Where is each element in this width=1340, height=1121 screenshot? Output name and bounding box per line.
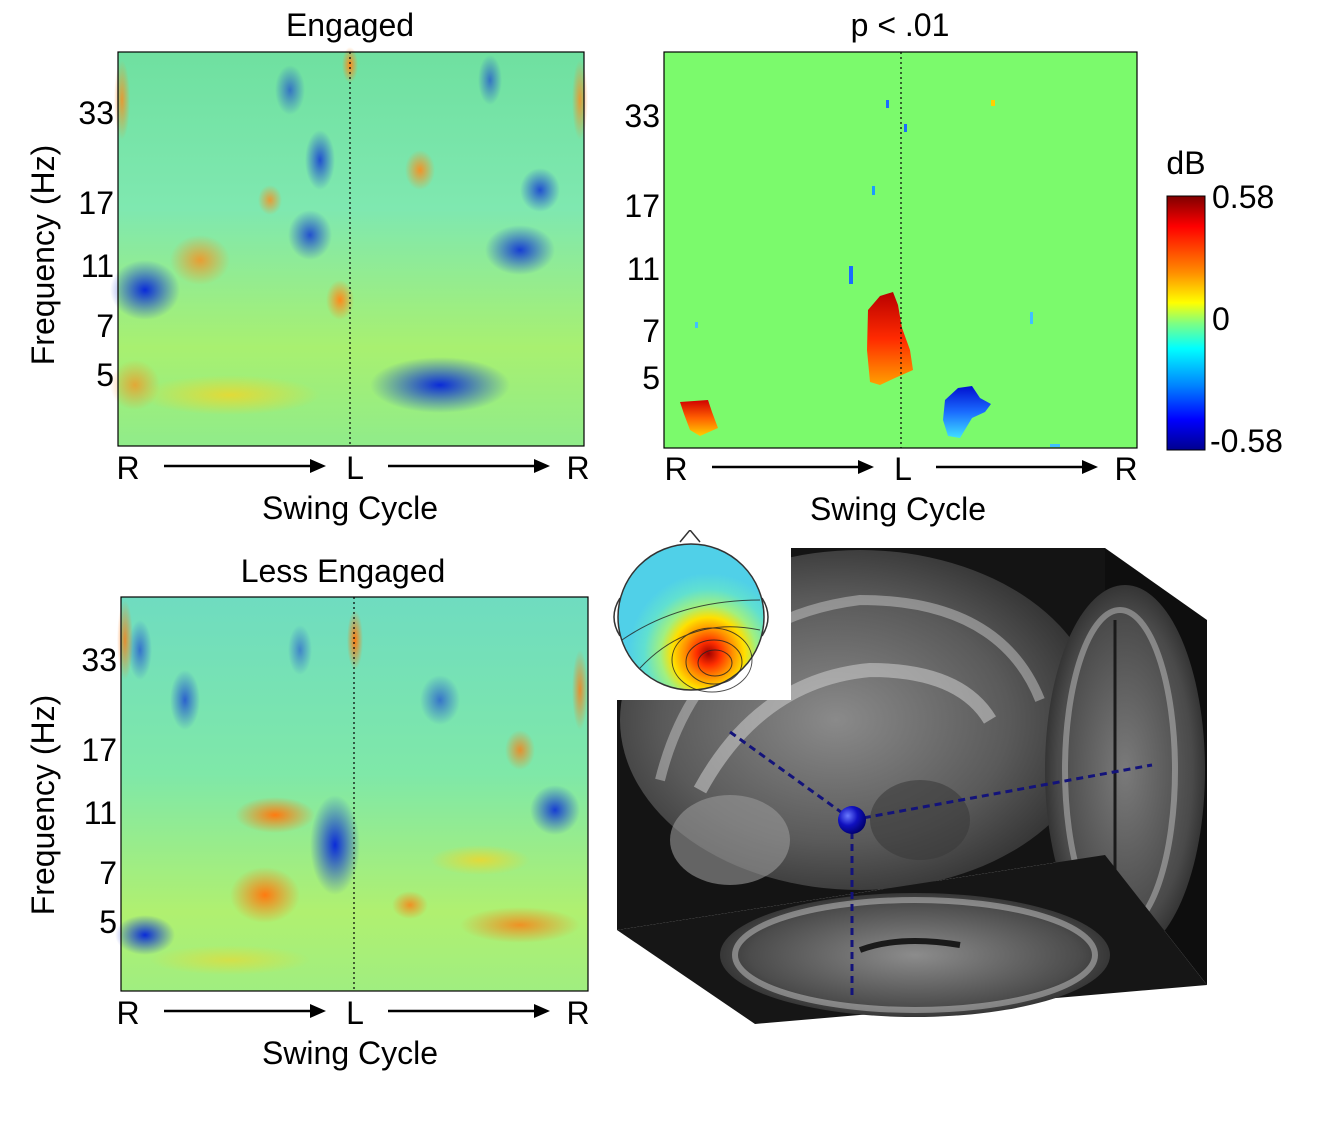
chart-less-engaged: Less Engaged Frequency (Hz) 33 17 11 7 5…	[25, 553, 590, 1071]
y-tick-label: 11	[84, 795, 117, 831]
y-tick-label: 7	[642, 313, 660, 349]
x-tick-label: R	[566, 995, 589, 1031]
chart-significance: p < .01 33 17 11 7 5 R L R Swing Cycle d…	[624, 7, 1283, 527]
colorbar-min: -0.58	[1210, 423, 1283, 459]
x-tick-label: L	[894, 451, 912, 487]
y-tick-label: 33	[78, 95, 114, 131]
y-axis-label: Frequency (Hz)	[25, 695, 61, 916]
scalp-topography-icon	[613, 530, 769, 693]
arrow-icon	[164, 459, 550, 473]
y-tick-label: 17	[624, 188, 660, 224]
brain-panel	[610, 530, 1207, 1024]
x-tick-label: R	[116, 450, 139, 486]
chart-title: Less Engaged	[241, 553, 446, 589]
y-tick-label: 17	[78, 185, 114, 221]
x-tick-label: R	[1114, 451, 1137, 487]
y-tick-label: 7	[96, 308, 114, 344]
y-tick-label: 7	[99, 855, 117, 891]
x-tick-label: R	[664, 451, 687, 487]
chart-engaged: Engaged Frequency (Hz) 33 17 11 7 5 R L …	[25, 7, 590, 526]
x-axis-label: Swing Cycle	[262, 490, 438, 526]
y-tick-label: 5	[99, 904, 117, 940]
dipole-marker	[838, 806, 866, 834]
y-tick-label: 17	[81, 732, 117, 768]
heatmap-blobs	[115, 600, 588, 975]
x-axis-label: Swing Cycle	[262, 1035, 438, 1071]
y-tick-label: 33	[624, 98, 660, 134]
significant-clusters	[680, 100, 1060, 447]
x-tick-label: R	[116, 995, 139, 1031]
y-tick-label: 33	[81, 642, 117, 678]
chart-title: p < .01	[851, 7, 950, 43]
colorbar-max: 0.58	[1212, 179, 1274, 215]
y-axis-label: Frequency (Hz)	[25, 145, 61, 366]
colorbar-label: dB	[1166, 145, 1205, 181]
colorbar-mid: 0	[1212, 301, 1230, 337]
dipole-lines	[729, 730, 1153, 1000]
x-tick-label: L	[346, 450, 364, 486]
x-axis-label: Swing Cycle	[810, 491, 986, 527]
y-tick-label: 5	[96, 357, 114, 393]
heatmap-blobs	[110, 47, 588, 415]
x-tick-label: L	[346, 995, 364, 1031]
y-tick-label: 11	[627, 251, 660, 287]
axial-slice	[617, 855, 1207, 1024]
colorbar: dB 0.58 0 -0.58	[1166, 145, 1283, 459]
chart-title: Engaged	[286, 7, 414, 43]
y-tick-label: 11	[81, 248, 114, 284]
arrow-icon	[164, 1004, 550, 1018]
arrow-icon	[712, 460, 1098, 474]
y-tick-label: 5	[642, 360, 660, 396]
x-tick-label: R	[566, 450, 589, 486]
